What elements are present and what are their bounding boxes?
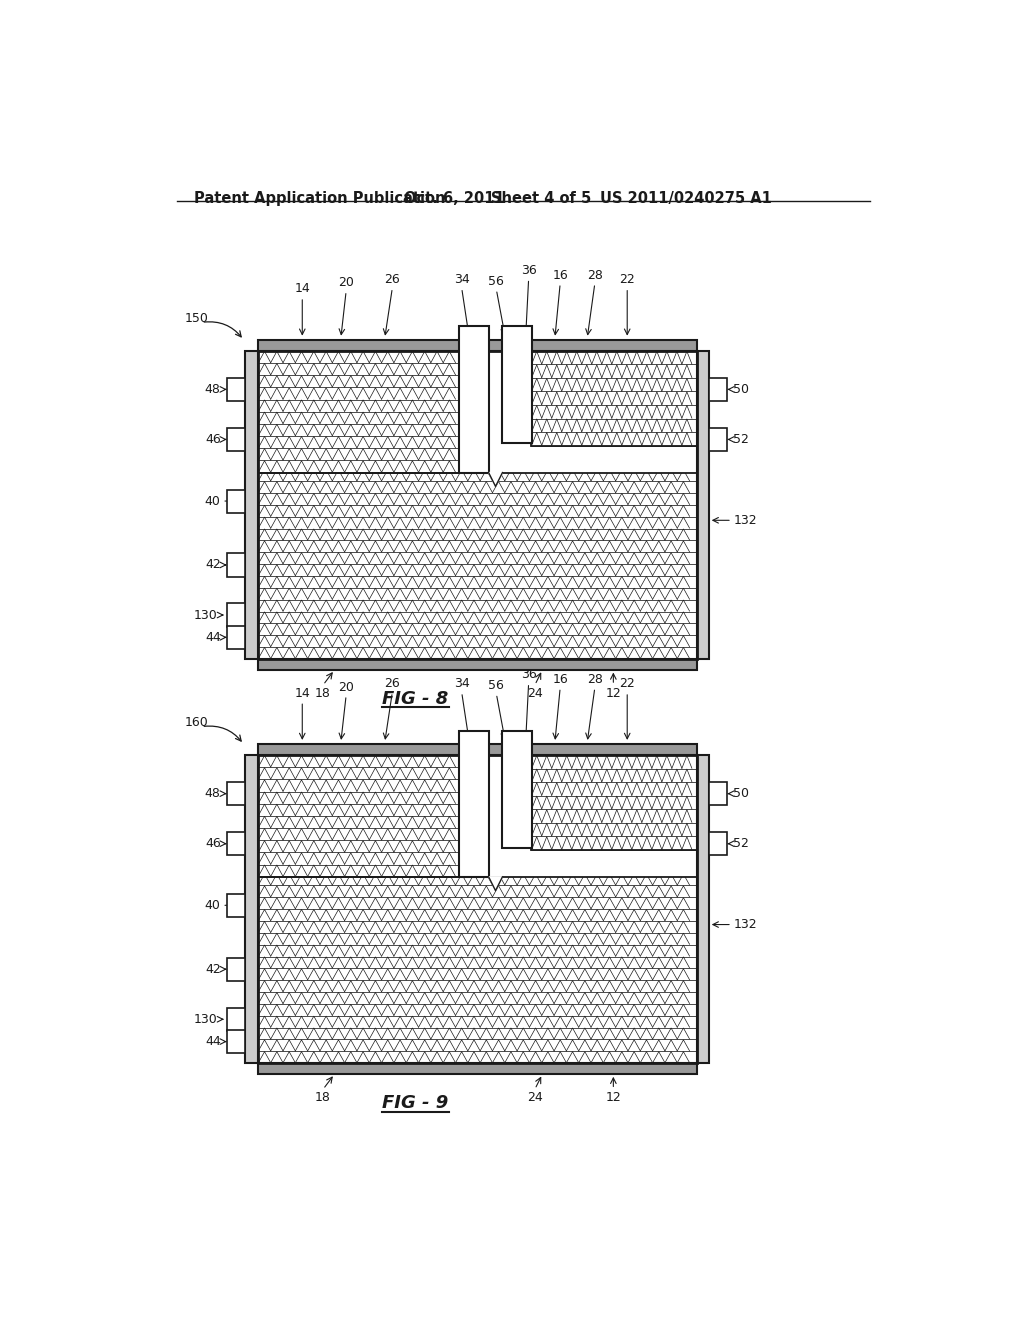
Text: 130: 130 <box>194 1012 217 1026</box>
Text: FIG - 8: FIG - 8 <box>383 690 449 708</box>
Bar <box>258 659 696 669</box>
Text: US 2011/0240275 A1: US 2011/0240275 A1 <box>600 191 772 206</box>
Text: 28: 28 <box>587 673 603 686</box>
Bar <box>258 744 696 755</box>
Bar <box>258 755 696 876</box>
Text: 18: 18 <box>315 686 331 700</box>
Bar <box>226 626 246 649</box>
Bar <box>226 378 246 401</box>
Text: 52: 52 <box>733 837 750 850</box>
Bar <box>503 326 531 444</box>
Text: 42: 42 <box>205 962 220 975</box>
Text: 44: 44 <box>205 631 220 644</box>
Polygon shape <box>488 876 503 891</box>
Bar <box>531 755 696 850</box>
Text: 52: 52 <box>733 433 750 446</box>
Text: 14: 14 <box>294 282 310 296</box>
Text: Sheet 4 of 5: Sheet 4 of 5 <box>490 191 591 206</box>
Text: FIG - 9: FIG - 9 <box>383 1094 449 1113</box>
Text: 48: 48 <box>205 383 220 396</box>
Bar <box>258 351 696 473</box>
Text: 132: 132 <box>733 917 757 931</box>
Text: 40: 40 <box>205 899 220 912</box>
Text: 50: 50 <box>733 787 750 800</box>
Bar <box>258 755 696 1063</box>
Text: 24: 24 <box>527 1090 543 1104</box>
Text: 12: 12 <box>605 1090 622 1104</box>
Bar <box>226 603 246 627</box>
Text: 24: 24 <box>527 686 543 700</box>
Bar <box>226 894 246 917</box>
Bar <box>226 553 246 577</box>
Bar <box>258 351 466 473</box>
Bar <box>226 781 246 805</box>
Text: 56: 56 <box>488 275 504 288</box>
Bar <box>258 351 696 659</box>
Text: 36: 36 <box>521 668 537 681</box>
Text: 26: 26 <box>384 677 400 690</box>
Text: 12: 12 <box>605 686 622 700</box>
Bar <box>709 781 727 805</box>
Bar <box>258 341 696 351</box>
Text: 160: 160 <box>184 717 208 730</box>
Text: 16: 16 <box>552 268 568 281</box>
Text: 20: 20 <box>338 276 354 289</box>
Text: 20: 20 <box>338 681 354 693</box>
Bar <box>226 428 246 451</box>
Bar <box>531 351 696 446</box>
Bar <box>258 1063 696 1074</box>
Bar <box>460 730 488 876</box>
Text: 40: 40 <box>205 495 220 508</box>
Text: 46: 46 <box>205 433 220 446</box>
Text: 16: 16 <box>552 673 568 686</box>
Bar <box>226 490 246 512</box>
Text: 46: 46 <box>205 837 220 850</box>
Bar <box>709 832 727 855</box>
Text: 44: 44 <box>205 1035 220 1048</box>
Text: 48: 48 <box>205 787 220 800</box>
Bar <box>226 1030 246 1053</box>
Text: 34: 34 <box>454 677 470 690</box>
Text: 22: 22 <box>620 677 635 690</box>
Text: 56: 56 <box>488 678 504 692</box>
Text: 22: 22 <box>620 273 635 286</box>
Text: Oct. 6, 2011: Oct. 6, 2011 <box>403 191 505 206</box>
Bar <box>696 755 709 1063</box>
Text: 36: 36 <box>521 264 537 277</box>
Bar <box>709 378 727 401</box>
Text: Patent Application Publication: Patent Application Publication <box>194 191 445 206</box>
Text: 130: 130 <box>194 609 217 622</box>
Text: 26: 26 <box>384 273 400 286</box>
Bar <box>696 351 709 659</box>
Bar <box>258 755 466 876</box>
Bar <box>226 832 246 855</box>
Bar <box>246 755 258 1063</box>
Bar <box>503 730 531 847</box>
Text: 14: 14 <box>294 686 310 700</box>
Bar <box>709 428 727 451</box>
Polygon shape <box>488 473 503 487</box>
Bar <box>246 351 258 659</box>
Bar <box>226 958 246 981</box>
Text: 34: 34 <box>454 273 470 286</box>
Text: 132: 132 <box>733 513 757 527</box>
Bar <box>460 326 488 473</box>
Text: 18: 18 <box>315 1090 331 1104</box>
Bar <box>226 1007 246 1031</box>
Text: 50: 50 <box>733 383 750 396</box>
Text: 28: 28 <box>587 268 603 281</box>
Text: 42: 42 <box>205 558 220 572</box>
Text: 150: 150 <box>184 312 208 325</box>
